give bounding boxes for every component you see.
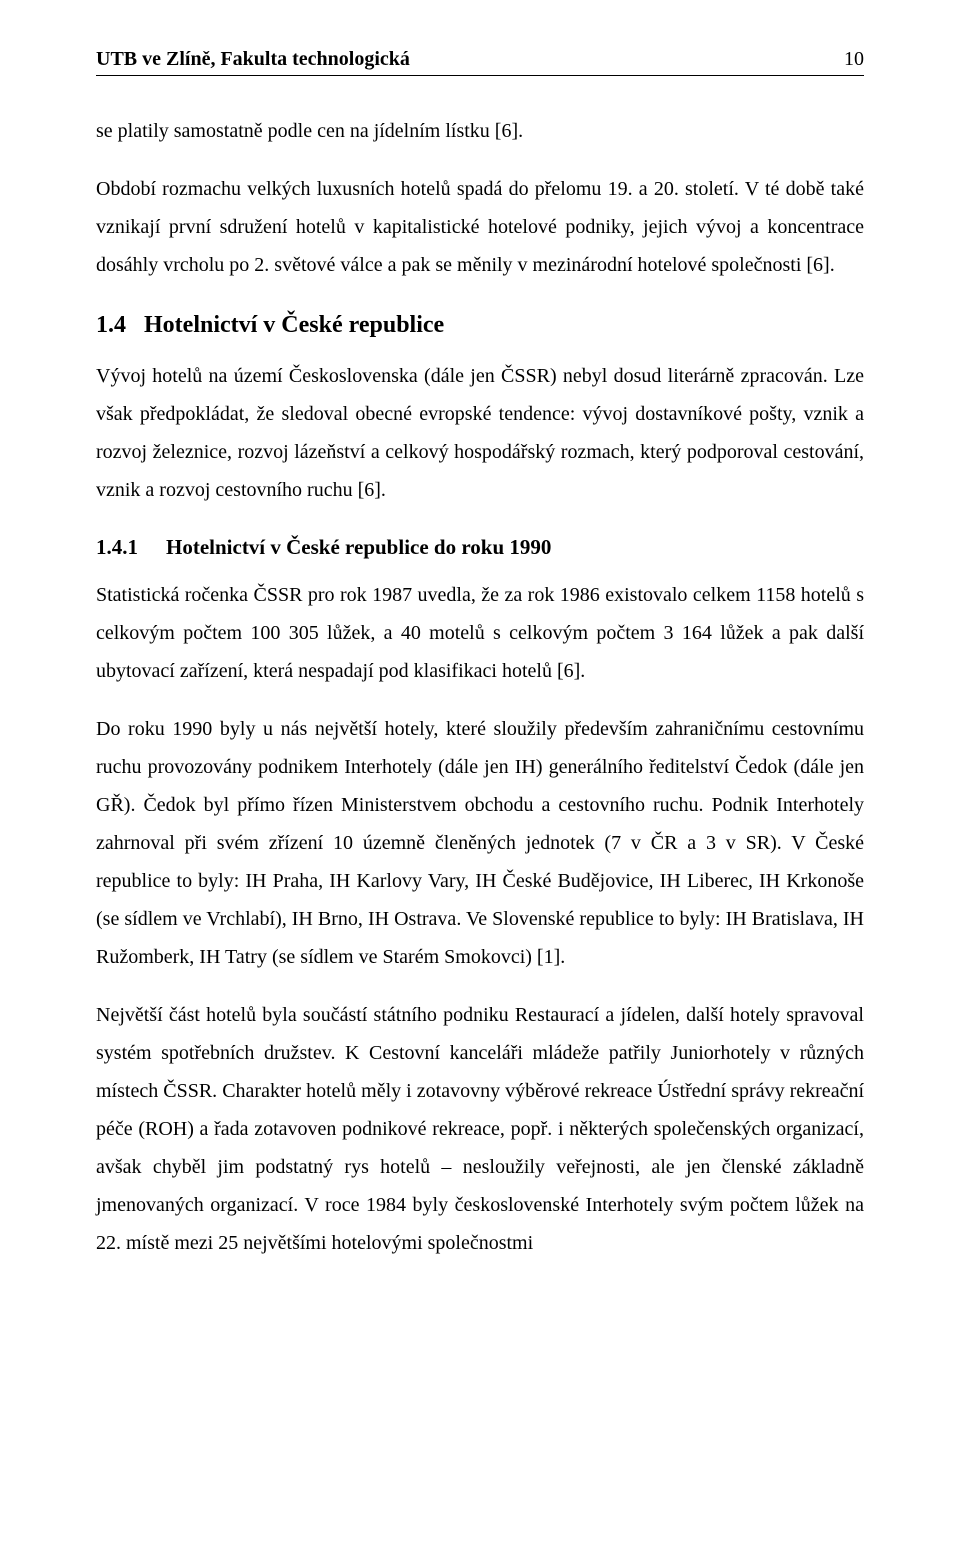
page: UTB ve Zlíně, Fakulta technologická 10 s… bbox=[0, 0, 960, 1330]
heading-text: Hotelnictví v České republice bbox=[144, 312, 444, 338]
heading-1-4-1: 1.4.1 Hotelnictví v České republice do ro… bbox=[96, 535, 864, 560]
page-number: 10 bbox=[844, 48, 864, 71]
page-header: UTB ve Zlíně, Fakulta technologická 10 bbox=[96, 48, 864, 76]
subheading-text: Hotelnictví v České republice do roku 19… bbox=[166, 535, 551, 559]
institution-name: UTB ve Zlíně, Fakulta technologická bbox=[96, 48, 410, 71]
paragraph-1-4-1-b: Do roku 1990 byly u nás největší hotely,… bbox=[96, 710, 864, 976]
subheading-number: 1.4.1 bbox=[96, 535, 138, 560]
paragraph-intro-2: Období rozmachu velkých luxusních hotelů… bbox=[96, 170, 864, 284]
paragraph-intro-1: se platily samostatně podle cen na jídel… bbox=[96, 112, 864, 150]
paragraph-1-4-1-c: Největší část hotelů byla součástí státn… bbox=[96, 996, 864, 1262]
heading-number: 1.4 bbox=[96, 312, 126, 339]
heading-1-4: 1.4 Hotelnictví v České republice bbox=[96, 312, 864, 339]
paragraph-1-4-1-a: Statistická ročenka ČSSR pro rok 1987 uv… bbox=[96, 576, 864, 690]
paragraph-1-4-body: Vývoj hotelů na území Československa (dá… bbox=[96, 357, 864, 509]
